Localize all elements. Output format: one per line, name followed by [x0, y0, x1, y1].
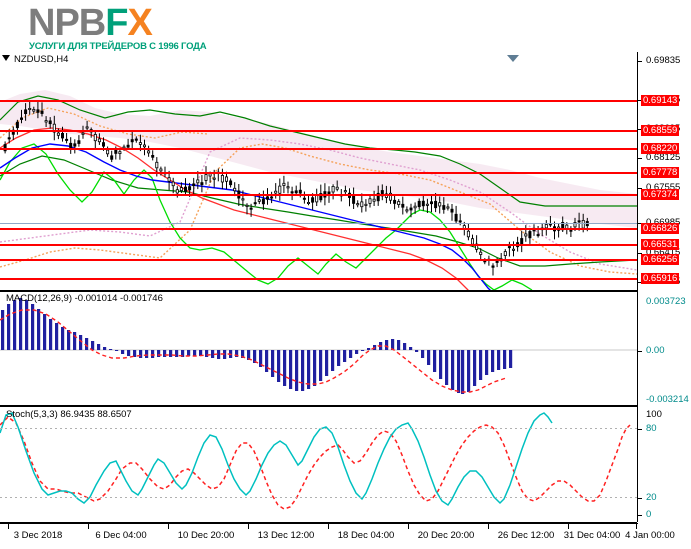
price-level-label-7[interactable]: 0.66256 [641, 254, 680, 265]
price-level-line-0.66256[interactable] [0, 259, 637, 261]
ma-fast-blue [0, 143, 491, 290]
price-level-label-4[interactable]: 0.67374 [641, 189, 680, 200]
stoch-plot-svg [0, 412, 631, 510]
x-tick-label-8: 4 Jan 00:00 [625, 530, 675, 541]
ma-bright-green [0, 143, 533, 290]
macd-indicator-label: MACD(12,26,9) -0.001014 -0.001746 [6, 293, 163, 304]
stoch-d-line [0, 416, 631, 510]
stoch-tick-label-3: 0 [646, 509, 652, 520]
price-pane[interactable]: NZDUSD,H4 [0, 52, 691, 290]
macd-plot-svg [0, 298, 637, 394]
pane-divider-3 [0, 405, 637, 406]
time-axis-line [0, 523, 638, 524]
y-tick-label-5: 0.66985 [646, 218, 680, 228]
stoch-level-20-line [0, 497, 637, 498]
stoch-tick-label-2: 20 [646, 492, 657, 503]
stochastic-indicator-label: Stoch(5,3,3) 86.9435 88.6507 [6, 409, 132, 420]
x-tick-label-2: 10 Dec 20:00 [177, 530, 235, 541]
current-price-line[interactable] [0, 223, 637, 224]
x-tick-label-0: 3 Dec 2018 [13, 530, 63, 541]
price-level-label-5[interactable]: 0.66826 [641, 223, 680, 234]
logo-wordmark: NPBFX [28, 2, 153, 44]
pane-divider-1 [0, 290, 637, 291]
price-level-label-3[interactable]: 0.67778 [641, 167, 680, 178]
x-tick-label-4: 18 Dec 04:00 [337, 530, 395, 541]
x-tick-label-6: 26 Dec 12:00 [497, 530, 555, 541]
price-level-label-1[interactable]: 0.68559 [641, 125, 680, 136]
pane-divider-4 [0, 406, 637, 407]
macd-tick-label-1: 0.00 [646, 345, 665, 356]
stoch-k-line [0, 412, 553, 507]
price-level-label-6[interactable]: 0.66531 [641, 239, 680, 250]
price-level-label-2[interactable]: 0.68220 [641, 143, 680, 154]
macd-tick-label-2: -0.003214 [646, 394, 689, 405]
macd-histogram [1, 298, 513, 394]
x-tick-label-5: 20 Dec 20:00 [417, 530, 475, 541]
y-tick-label-3: 0.68125 [646, 152, 681, 163]
brand-logo: NPBFX УСЛУГИ ДЛЯ ТРЕЙДЕРОВ С 1996 ГОДА [0, 0, 260, 52]
x-tick-label-1: 6 Dec 04:00 [95, 530, 147, 541]
price-level-line-0.68220[interactable] [0, 148, 637, 150]
price-plot-svg [0, 90, 637, 290]
ma-mid-red [0, 127, 469, 290]
stoch-tick-label-0: 100 [646, 409, 662, 420]
price-level-line-0.66826[interactable] [0, 228, 637, 230]
ichimoku-cloud [0, 90, 637, 228]
logo-f: F [105, 2, 128, 44]
x-tick-label-3: 13 Dec 12:00 [257, 530, 315, 541]
macd-tick-label-0: 0.003723 [646, 296, 686, 307]
ichimoku-cloud-upper [0, 107, 209, 139]
ichimoku-senkou-a [0, 143, 637, 275]
pane-divider-2 [0, 291, 637, 292]
chart-marker-triangle-icon[interactable] [507, 55, 519, 62]
price-level-label-0[interactable]: 0.69143 [641, 95, 680, 106]
y-tick-label-0: 0.69835 [646, 55, 681, 66]
price-axis-line [637, 52, 638, 522]
macd-pane[interactable]: MACD(12,26,9) -0.001014 -0.001746 [0, 292, 691, 405]
y-tick-label-4: 0.67555 [646, 182, 681, 193]
y-tick-label-6: 0.66415 [646, 247, 681, 258]
macd-signal-line [0, 309, 507, 393]
price-level-label-8[interactable]: 0.65916 [641, 273, 680, 284]
collapse-arrow-icon[interactable] [2, 55, 10, 61]
stoch-tick-label-1: 80 [646, 423, 657, 434]
stochastic-pane[interactable]: Stoch(5,3,3) 86.9435 88.6507 [0, 407, 691, 522]
price-level-line-0.66531[interactable] [0, 244, 637, 246]
stoch-level-80-line [0, 428, 637, 429]
price-level-line-0.69143[interactable] [0, 100, 637, 102]
logo-npb: NPB [28, 2, 106, 44]
price-level-line-0.68559[interactable] [0, 130, 637, 132]
logo-tagline: УСЛУГИ ДЛЯ ТРЕЙДЕРОВ С 1996 ГОДА [29, 41, 207, 52]
pane-divider-5 [0, 522, 637, 523]
x-tick-label-7: 31 Dec 04:00 [563, 530, 621, 541]
ichimoku-senkou-b [0, 137, 637, 271]
price-level-line-0.65916[interactable] [0, 278, 637, 280]
logo-x: X [127, 2, 152, 44]
price-level-line-0.67374[interactable] [0, 194, 637, 196]
time-axis: 3 Dec 2018 6 Dec 04:00 10 Dec 20:00 13 D… [0, 524, 691, 549]
chart-canvas[interactable]: NZDUSD,H4 MACD(12,26,9) -0.001014 -0.001… [0, 52, 691, 549]
candlestick-series [3, 100, 589, 276]
price-level-line-0.67778[interactable] [0, 172, 637, 174]
symbol-timeframe-label: NZDUSD,H4 [14, 54, 69, 65]
